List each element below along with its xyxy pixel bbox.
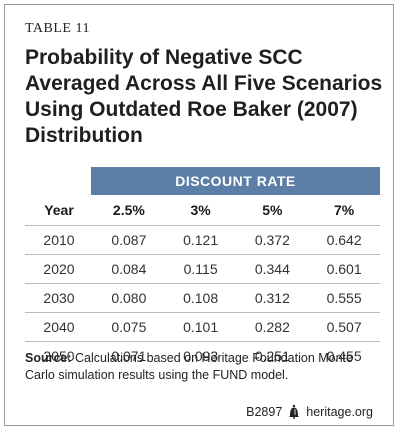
value-cell: 0.555	[308, 283, 380, 313]
column-header-rate: 5%	[236, 195, 309, 226]
value-cell: 0.075	[93, 312, 165, 342]
title-line: Averaged Across All Five Scenarios	[25, 72, 383, 95]
value-cell: 0.507	[308, 312, 380, 342]
value-cell: 0.601	[308, 254, 380, 284]
year-cell: 2010	[25, 225, 93, 255]
value-cell: 0.344	[236, 254, 309, 284]
table-title: Probability of Negative SCC Averaged Acr…	[25, 45, 385, 149]
site-name: heritage.org	[306, 405, 373, 419]
year-cell: 2040	[25, 312, 93, 342]
footer: B2897 heritage.org	[246, 405, 373, 419]
table-number-label: TABLE 11	[25, 21, 90, 36]
table-row: 2050 0.071 0.093 0.251 0.455	[25, 342, 380, 371]
year-cell: 2050	[43, 348, 75, 364]
value-cell: 0.251	[254, 348, 290, 364]
source-text: Calculations based on Heritage Foundatio…	[25, 351, 353, 382]
table-row: 2030 0.080 0.108 0.312 0.555	[25, 283, 380, 313]
value-cell: 0.080	[93, 283, 165, 313]
value-cell: 0.282	[236, 312, 309, 342]
table-card: TABLE 11 Probability of Negative SCC Ave…	[4, 4, 394, 426]
value-cell: 0.093	[183, 348, 219, 364]
value-cell: 0.455	[326, 348, 362, 364]
table-row: 2040 0.075 0.101 0.282 0.507	[25, 312, 380, 342]
source-label: Source:	[25, 351, 72, 365]
title-line: Probability of Negative SCC	[25, 46, 303, 69]
header-row: Year 2.5% 3% 5% 7%	[25, 195, 380, 226]
value-cell: 0.101	[164, 312, 237, 342]
title-line: Distribution	[25, 124, 143, 147]
value-cell: 0.312	[236, 283, 309, 313]
value-cell: 0.121	[164, 225, 237, 255]
liberty-bell-icon	[288, 405, 300, 419]
discount-rate-header: DISCOUNT RATE	[91, 167, 380, 195]
data-table: Year 2.5% 3% 5% 7% 2010 0.087 0.121 0.37…	[25, 195, 380, 370]
value-cell: 0.642	[308, 225, 380, 255]
table-row: 2010 0.087 0.121 0.372 0.642	[25, 225, 380, 255]
value-cell: 0.115	[164, 254, 237, 284]
title-line: Using Outdated Roe Baker (2007)	[25, 98, 358, 121]
column-header-rate: 2.5%	[93, 195, 165, 226]
source-note: Source: Calculations based on Heritage F…	[25, 350, 385, 384]
value-cell: 0.108	[164, 283, 237, 313]
column-header-rate: 7%	[308, 195, 380, 226]
column-header-year: Year	[25, 195, 93, 226]
value-cell: 0.087	[93, 225, 165, 255]
year-cell: 2020	[25, 254, 93, 284]
value-cell: 0.084	[93, 254, 165, 284]
value-cell: 0.372	[236, 225, 309, 255]
column-header-rate: 3%	[164, 195, 237, 226]
year-cell: 2030	[25, 283, 93, 313]
table-row: 2020 0.084 0.115 0.344 0.601	[25, 254, 380, 284]
value-cell: 0.071	[111, 348, 147, 364]
report-code: B2897	[246, 405, 283, 419]
